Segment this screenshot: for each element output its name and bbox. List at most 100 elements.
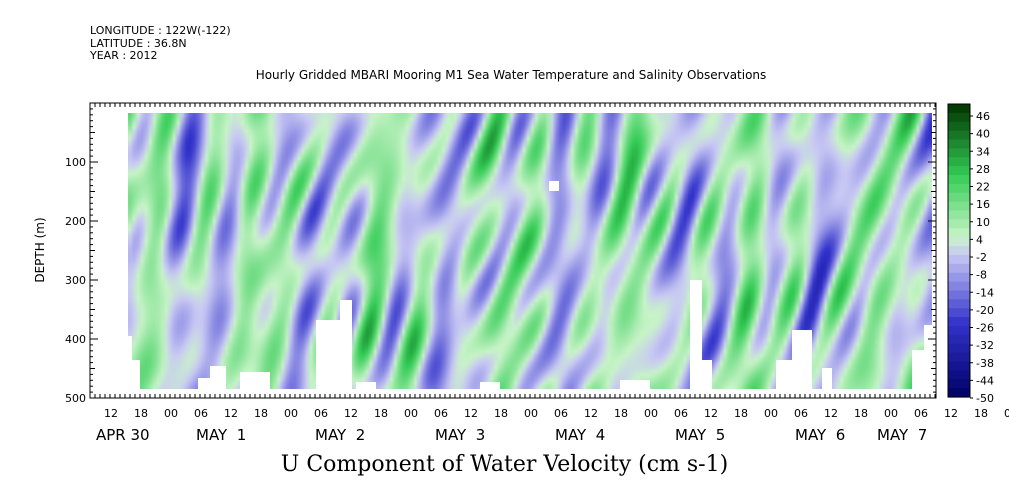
x-hour-tick-label: 00 xyxy=(284,407,298,420)
colorbar-segment xyxy=(948,317,970,327)
colorbar-segment xyxy=(948,148,970,158)
colorbar-segment xyxy=(948,175,970,185)
colorbar-tick-label: -32 xyxy=(976,339,994,352)
x-hour-tick-label: 06 xyxy=(674,407,688,420)
colorbar-segment xyxy=(948,263,970,274)
colorbar-tick-label: 10 xyxy=(976,216,990,229)
latitude-label: LATITUDE : 36.8N xyxy=(90,37,187,50)
x-axis: 12 18 00 06 12 18 00 06 12 18 00 06 12 18 00 06 12 18 00 06… xyxy=(89,103,1009,444)
colorbar-segment xyxy=(948,246,970,256)
colorbar-segment xyxy=(948,121,970,132)
missing-data-mask xyxy=(690,280,702,389)
missing-data-mask xyxy=(356,382,376,389)
colorbar-segment xyxy=(948,166,970,176)
missing-data-masks xyxy=(128,181,932,389)
x-day-label: MAY 4 xyxy=(555,426,605,444)
colorbar-segment xyxy=(948,334,970,345)
colorbar-segment xyxy=(948,210,970,221)
y-tick-label: 400 xyxy=(65,333,86,346)
colorbar-segment xyxy=(948,290,970,300)
missing-data-mask xyxy=(620,380,650,389)
x-hour-tick-label: 12 xyxy=(944,407,958,420)
x-hour-tick-label: 00 xyxy=(164,407,178,420)
colorbar-tick-label: -38 xyxy=(976,357,994,370)
x-hour-tick-label: 12 xyxy=(584,407,598,420)
colorbar-segment xyxy=(948,130,970,141)
colorbar-segment xyxy=(948,379,970,389)
x-hour-tick-label: 00 xyxy=(884,407,898,420)
colorbar-segment xyxy=(948,352,970,363)
colorbar-segment xyxy=(948,157,970,167)
x-day-label: MAY 5 xyxy=(675,426,725,444)
colorbar-segment xyxy=(948,325,970,336)
missing-data-mask xyxy=(480,382,500,389)
colorbar-segment xyxy=(948,254,970,265)
colorbar-tick-label: 40 xyxy=(976,128,990,141)
colorbar-tick-label: -50 xyxy=(976,392,994,405)
missing-data-mask xyxy=(549,181,559,191)
x-hour-tick-label: 06 xyxy=(554,407,568,420)
x-hour-tick-label: 00 xyxy=(524,407,538,420)
colorbar-segment xyxy=(948,112,970,123)
missing-data-mask xyxy=(776,360,792,389)
y-tick-label: 300 xyxy=(65,274,86,287)
colorbar-tick-label: 4 xyxy=(976,233,983,246)
colorbar-segment xyxy=(948,299,970,309)
x-hour-tick-label: 12 xyxy=(344,407,358,420)
x-hour-tick-label: 18 xyxy=(254,407,268,420)
colorbar-segment xyxy=(948,281,970,292)
colorbar-segment xyxy=(948,183,970,194)
colorbar-segment xyxy=(948,361,970,371)
colorbar-tick-label: 28 xyxy=(976,163,990,176)
variable-title: U Component of Water Velocity (cm s-1) xyxy=(280,452,729,477)
x-hour-tick-label: 00 xyxy=(644,407,658,420)
x-day-label: MAY 6 xyxy=(795,426,845,444)
x-hour-tick-label: 06 xyxy=(794,407,808,420)
x-day-label: MAY 7 xyxy=(877,426,927,444)
x-hour-tick-label: 18 xyxy=(734,407,748,420)
colorbar-segment xyxy=(948,308,970,318)
x-hour-tick-label: 06 xyxy=(194,407,208,420)
missing-data-mask xyxy=(198,378,210,389)
x-hour-tick-label: 18 xyxy=(494,407,508,420)
x-day-label: APR 30 xyxy=(96,426,150,444)
colorbar-segment xyxy=(948,192,970,203)
colorbar-tick-label: 34 xyxy=(976,145,990,158)
y-tick-label: 100 xyxy=(65,156,86,169)
x-hour-tick-label: 12 xyxy=(224,407,238,420)
x-hour-tick-label: 06 xyxy=(914,407,928,420)
colorbar-segment xyxy=(948,237,970,247)
colorbar-tick-label: 16 xyxy=(976,198,990,211)
x-hour-tick-label: 06 xyxy=(314,407,328,420)
colorbar-segment xyxy=(948,343,970,354)
colorbar-tick-label: -2 xyxy=(976,251,987,264)
x-hour-tick-label: 18 xyxy=(134,407,148,420)
x-hour-tick-label: 00 xyxy=(764,407,778,420)
missing-data-mask xyxy=(210,366,226,389)
x-hour-tick-label: 12 xyxy=(824,407,838,420)
colorbar-segment xyxy=(948,139,970,149)
chart-title: Hourly Gridded MBARI Mooring M1 Sea Wate… xyxy=(255,68,767,82)
x-hour-tick-label: 18 xyxy=(374,407,388,420)
x-day-label: MAY 2 xyxy=(315,426,365,444)
missing-data-mask xyxy=(240,372,270,389)
colorbar-segment xyxy=(948,370,970,380)
missing-data-mask xyxy=(822,368,832,389)
missing-data-mask xyxy=(792,330,812,389)
x-hour-tick-label: 00 xyxy=(404,407,418,420)
x-hour-tick-label: 18 xyxy=(854,407,868,420)
missing-data-mask xyxy=(340,300,352,389)
x-hour-tick-label: 12 xyxy=(464,407,478,420)
colorbar-tick-label: -8 xyxy=(976,269,987,282)
y-axis-label: DEPTH (m) xyxy=(33,217,47,282)
x-hour-tick-label: 18 xyxy=(614,407,628,420)
y-tick-label: 200 xyxy=(65,215,86,228)
x-hour-tick-label: 06 xyxy=(434,407,448,420)
colorbar-segment xyxy=(948,201,970,212)
colorbar-segment xyxy=(948,388,970,398)
colorbar-tick-label: -26 xyxy=(976,322,994,335)
x-day-label: MAY 3 xyxy=(435,426,485,444)
y-tick-label: 500 xyxy=(65,392,86,405)
x-hour-tick-label: 12 xyxy=(704,407,718,420)
colorbar-segment xyxy=(948,104,970,114)
